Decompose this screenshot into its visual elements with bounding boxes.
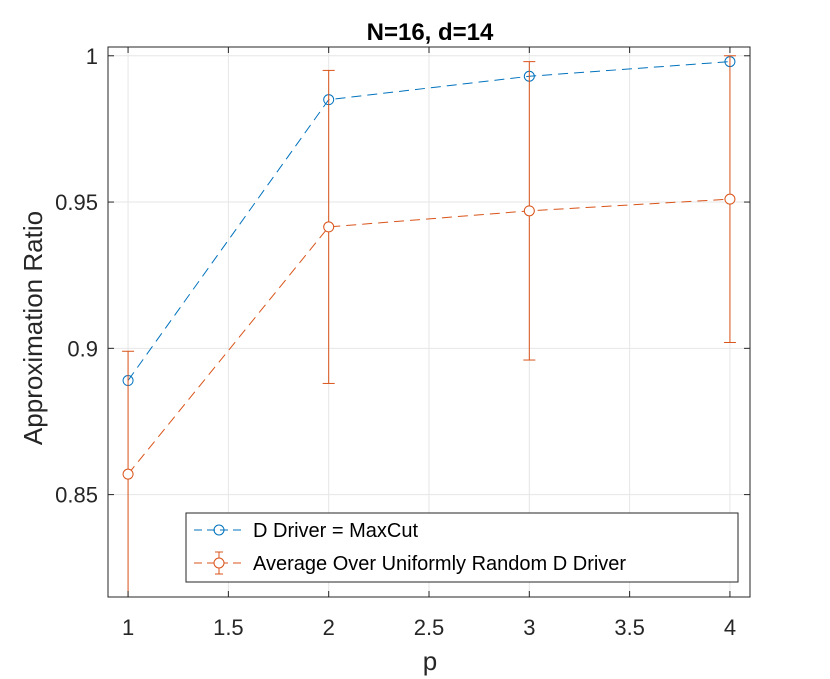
x-tick-label: 3.5 — [614, 615, 645, 640]
data-point — [122, 468, 134, 480]
chart-title: N=16, d=14 — [367, 19, 494, 46]
x-axis-label: p — [423, 646, 437, 676]
x-tick-label: 1.5 — [213, 615, 244, 640]
legend-label-maxcut: D Driver = MaxCut — [253, 520, 418, 542]
data-point — [323, 221, 335, 233]
x-tick-label: 1 — [122, 615, 134, 640]
series-layer — [122, 55, 736, 597]
y-tick-label: 0.95 — [55, 190, 98, 215]
y-axis-label: Approximation Ratio — [18, 211, 48, 445]
legend-marker-random — [213, 557, 225, 569]
legend-marker-maxcut — [213, 524, 225, 536]
legend-box — [185, 512, 739, 583]
series-line — [127, 61, 730, 381]
series-line — [127, 198, 730, 475]
x-tick-label: 3 — [523, 615, 535, 640]
legend-label-random: Average Over Uniformly Random D Driver — [253, 553, 626, 575]
y-tick-label: 1 — [86, 44, 98, 69]
x-tick-label: 2 — [323, 615, 335, 640]
legend: D Driver = MaxCut Average Over Uniformly… — [185, 512, 739, 583]
y-tick-label: 0.9 — [67, 336, 98, 361]
data-point — [724, 193, 736, 205]
x-tick-label: 2.5 — [414, 615, 445, 640]
data-point — [523, 205, 535, 217]
legend-entry-maxcut: D Driver = MaxCut — [194, 520, 418, 542]
series-1 — [122, 55, 736, 597]
y-tick-label: 0.85 — [55, 483, 98, 508]
legend-entry-random: Average Over Uniformly Random D Driver — [194, 551, 626, 575]
x-tick-label: 4 — [724, 615, 736, 640]
tick-layer: 1 1.5 2 2.5 3 3.5 4 0.85 0.9 0.95 1 — [55, 44, 750, 640]
